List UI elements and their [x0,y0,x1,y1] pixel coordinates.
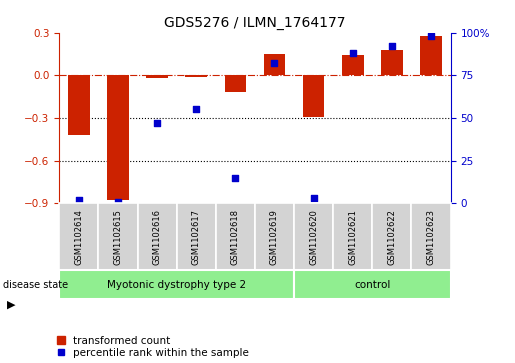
Bar [177,203,216,270]
Point [114,199,122,204]
Bar [138,203,177,270]
Point [349,50,357,56]
Bar [372,203,411,270]
Bar [59,270,294,299]
Bar [107,75,129,200]
Bar [294,270,451,299]
Title: GDS5276 / ILMN_1764177: GDS5276 / ILMN_1764177 [164,16,346,30]
Bar [216,203,255,270]
Point [427,33,435,39]
Point [270,61,279,66]
Text: GSM1102615: GSM1102615 [113,209,123,265]
Text: GSM1102616: GSM1102616 [152,209,162,265]
Text: Myotonic dystrophy type 2: Myotonic dystrophy type 2 [107,280,246,290]
Text: GSM1102623: GSM1102623 [426,209,436,265]
Text: GSM1102620: GSM1102620 [309,209,318,265]
Point [192,107,200,113]
Bar [146,75,168,78]
Bar [98,203,138,270]
Bar [411,203,451,270]
Bar [294,203,333,270]
Bar [381,50,403,75]
Bar [185,75,207,77]
Point [231,175,239,181]
Bar [333,203,372,270]
Text: disease state: disease state [3,280,67,290]
Text: GSM1102614: GSM1102614 [74,209,83,265]
Point [75,197,83,203]
Text: GSM1102617: GSM1102617 [192,209,201,265]
Point [310,195,318,201]
Text: GSM1102621: GSM1102621 [348,209,357,265]
Bar [264,54,285,75]
Text: GSM1102619: GSM1102619 [270,209,279,265]
Text: control: control [354,280,390,290]
Legend: transformed count, percentile rank within the sample: transformed count, percentile rank withi… [57,336,249,358]
Bar [68,75,90,135]
Text: GSM1102618: GSM1102618 [231,209,240,265]
Bar [255,203,294,270]
Point [388,44,396,49]
Point [153,120,161,126]
Bar [59,203,98,270]
Bar [303,75,324,117]
Bar [342,56,364,75]
Bar [225,75,246,92]
Text: GSM1102622: GSM1102622 [387,209,397,265]
Bar [420,36,442,75]
Text: ▶: ▶ [7,300,15,310]
